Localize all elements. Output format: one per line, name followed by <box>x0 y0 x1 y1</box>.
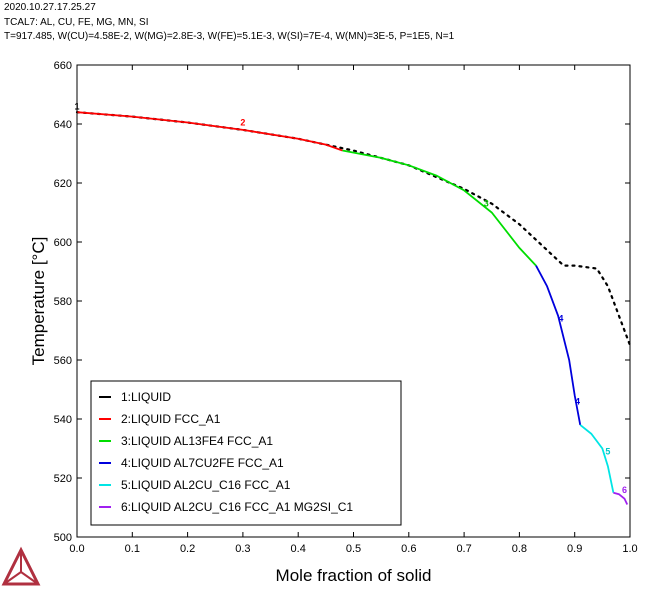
legend-label: 6:LIQUID AL2CU_C16 FCC_A1 MG2SI_C1 <box>121 500 353 514</box>
conditions: T=917.485, W(CU)=4.58E-2, W(MG)=2.8E-3, … <box>4 31 455 42</box>
y-tick-label: 540 <box>54 414 72 426</box>
x-tick-label: 0.1 <box>125 543 140 555</box>
plot-frame <box>76 64 631 538</box>
legend-box <box>90 380 402 526</box>
legend-label: 3:LIQUID AL13FE4 FCC_A1 <box>121 434 273 448</box>
y-tick-label: 500 <box>54 532 72 544</box>
equilibrium-curve <box>75 111 632 347</box>
legend-label: 5:LIQUID AL2CU_C16 FCC_A1 <box>121 478 291 492</box>
curve-label: 4 <box>575 396 580 406</box>
y-tick-label: 620 <box>54 178 72 190</box>
series-lines <box>75 111 632 505</box>
x-tick-label: 0.5 <box>346 543 361 555</box>
series-line-2 <box>76 111 343 152</box>
timestamp: 2020.10.27.17.25.27 <box>4 2 96 13</box>
x-tick-label: 1.0 <box>622 543 637 555</box>
y-axis-title: Temperature [°C] <box>29 237 48 366</box>
curve-label: 3 <box>484 199 489 209</box>
y-tick-label: 660 <box>54 60 72 72</box>
legend-label: 4:LIQUID AL7CU2FE FCC_A1 <box>121 456 284 470</box>
x-tick-label: 0.8 <box>512 543 527 555</box>
legend-label: 1:LIQUID <box>121 390 171 404</box>
y-tick-label: 600 <box>54 237 72 249</box>
y-tick-label: 580 <box>54 296 72 308</box>
axis-ticks: 0.0 0.1 0.2 0.3 0.4 0.5 0.6 0.7 0.8 0.9 1.0 500 520 5… <box>54 60 638 555</box>
x-tick-label: 0.6 <box>401 543 416 555</box>
y-tick-label: 520 <box>54 473 72 485</box>
y-tick-label: 560 <box>54 355 72 367</box>
curve-label: 5 <box>605 446 610 456</box>
curve-label: 4 <box>558 314 563 324</box>
x-tick-label: 0.3 <box>235 543 250 555</box>
series-line-6 <box>613 491 629 505</box>
x-tick-label: 0.7 <box>456 543 471 555</box>
x-axis-title: Mole fraction of solid <box>276 566 432 585</box>
curve-label: 6 <box>622 485 627 495</box>
series-line-4 <box>535 265 582 426</box>
legend: 1:LIQUID 2:LIQUID FCC_A1 3:LIQUID AL13FE4 … <box>90 380 402 526</box>
database-elements: TCAL7: AL, CU, FE, MG, MN, SI <box>4 17 149 28</box>
y-tick-label: 640 <box>54 119 72 131</box>
curve-label: 2 <box>240 117 245 127</box>
x-tick-label: 0.4 <box>291 543 306 555</box>
x-tick-label: 0.0 <box>69 543 84 555</box>
x-tick-label: 0.2 <box>180 543 195 555</box>
x-tick-label: 0.9 <box>567 543 582 555</box>
triangle-logo-icon <box>1 546 41 586</box>
series-line-5 <box>579 424 615 493</box>
legend-label: 2:LIQUID FCC_A1 <box>121 412 221 426</box>
series-line-3 <box>342 149 537 267</box>
